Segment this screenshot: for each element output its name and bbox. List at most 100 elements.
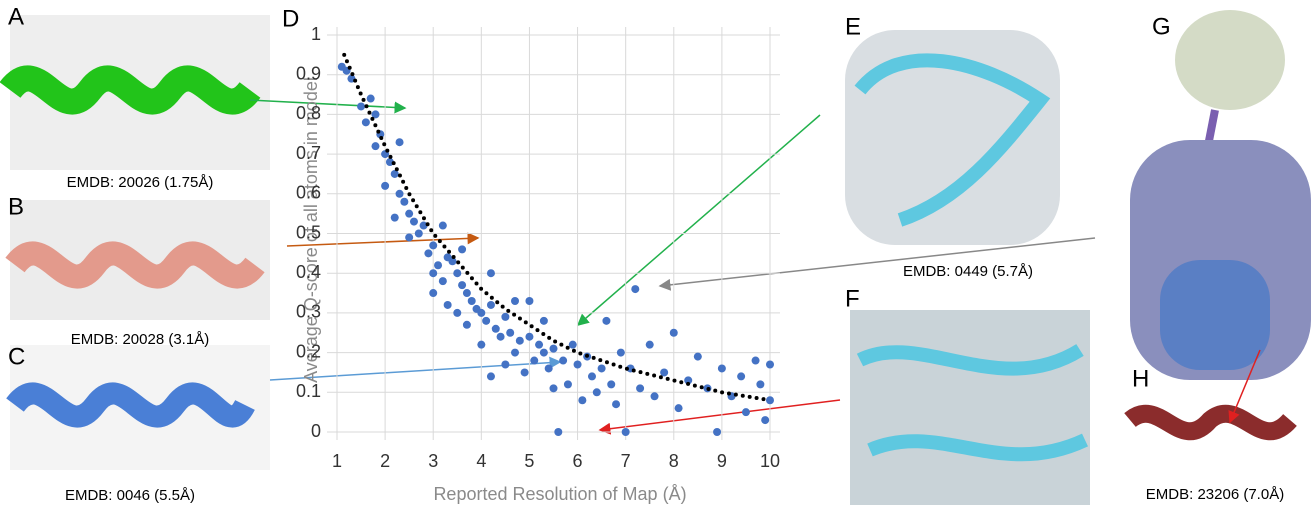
point [496, 332, 505, 341]
point [660, 368, 669, 377]
point [515, 336, 524, 345]
x-tick-label: 7 [621, 451, 631, 471]
point [607, 380, 616, 389]
point [530, 356, 539, 365]
point [713, 428, 722, 436]
point [693, 352, 702, 361]
point [400, 197, 409, 206]
point [506, 328, 515, 337]
y-tick-label: 0.1 [296, 381, 321, 401]
point [477, 308, 486, 317]
point [568, 340, 577, 349]
point [443, 300, 452, 309]
y-tick-label: 0 [311, 421, 321, 441]
point [366, 94, 375, 103]
point [429, 269, 438, 278]
point [674, 404, 683, 413]
point [511, 348, 520, 357]
point [616, 348, 625, 357]
point [453, 269, 462, 278]
point [424, 249, 433, 258]
point [650, 392, 659, 401]
arrow [1228, 349, 1261, 424]
point [357, 102, 366, 111]
point [409, 217, 418, 226]
point [761, 416, 770, 425]
point [636, 384, 645, 393]
image-f [850, 310, 1090, 505]
y-tick-label: 0.2 [296, 341, 321, 361]
image-e [845, 30, 1060, 245]
point [371, 142, 380, 151]
point [448, 257, 457, 266]
point [511, 296, 520, 305]
point [405, 233, 414, 242]
point [395, 189, 404, 198]
point [458, 245, 467, 254]
arrow [598, 399, 841, 435]
x-tick-label: 9 [717, 451, 727, 471]
image-a [0, 15, 270, 170]
caption: EMDB: 0449 (5.7Å) [903, 263, 1033, 280]
point [390, 169, 399, 178]
image-h [1124, 404, 1297, 441]
panel-label: E [845, 13, 861, 40]
point [438, 277, 447, 286]
point [741, 408, 750, 417]
y-tick-label: 0.7 [296, 143, 321, 163]
point [621, 428, 630, 436]
point [429, 289, 438, 298]
panel-label: B [8, 193, 24, 220]
point [501, 360, 510, 369]
point [756, 380, 765, 389]
point [405, 209, 414, 218]
plot: 0 0.1 0.2 0.3 0.4 0.5 0.6 0.7 0.8 0.9 1 1 2 3 4 5 6 7 8 9 10 [296, 24, 780, 471]
caption: EMDB: 0046 (5.5Å) [65, 487, 195, 504]
x-tick-label: 6 [573, 451, 583, 471]
x-tick-label: 8 [669, 451, 679, 471]
y-tick-label: 0.8 [296, 103, 321, 123]
point [669, 328, 678, 337]
point [535, 340, 544, 349]
y-tick-label: 0.6 [296, 183, 321, 203]
point [390, 213, 399, 222]
point [438, 221, 447, 230]
x-tick-label: 4 [476, 451, 486, 471]
y-tick-label: 0.5 [296, 222, 321, 242]
point [554, 428, 563, 436]
point [597, 364, 606, 373]
y-tick-label: 0.9 [296, 63, 321, 83]
point [549, 384, 558, 393]
x-tick-label: 5 [524, 451, 534, 471]
point [539, 316, 548, 325]
point [525, 332, 534, 341]
x-tick-label: 1 [332, 451, 342, 471]
panel-label: C [8, 343, 25, 370]
image-g [1130, 10, 1311, 380]
point [573, 360, 582, 369]
x-tick-label: 3 [428, 451, 438, 471]
point [371, 110, 380, 119]
point [477, 340, 486, 349]
point [684, 376, 693, 385]
point [737, 372, 746, 381]
x-tick-label: 2 [380, 451, 390, 471]
y-axis-title: Average Q-score of all atoms in model [301, 77, 321, 383]
arrow [658, 237, 1096, 291]
point [395, 138, 404, 147]
point [612, 400, 621, 409]
point [563, 380, 572, 389]
point [491, 324, 500, 333]
point [482, 316, 491, 325]
point [467, 296, 476, 305]
y-tick-label: 0.3 [296, 302, 321, 322]
point [462, 320, 471, 329]
caption: EMDB: 20028 (3.1Å) [71, 331, 209, 348]
point [549, 344, 558, 353]
y-tick-label: 1 [311, 24, 321, 44]
point [486, 372, 495, 381]
point [419, 221, 428, 230]
arrow [269, 356, 562, 381]
image-b [5, 200, 270, 320]
